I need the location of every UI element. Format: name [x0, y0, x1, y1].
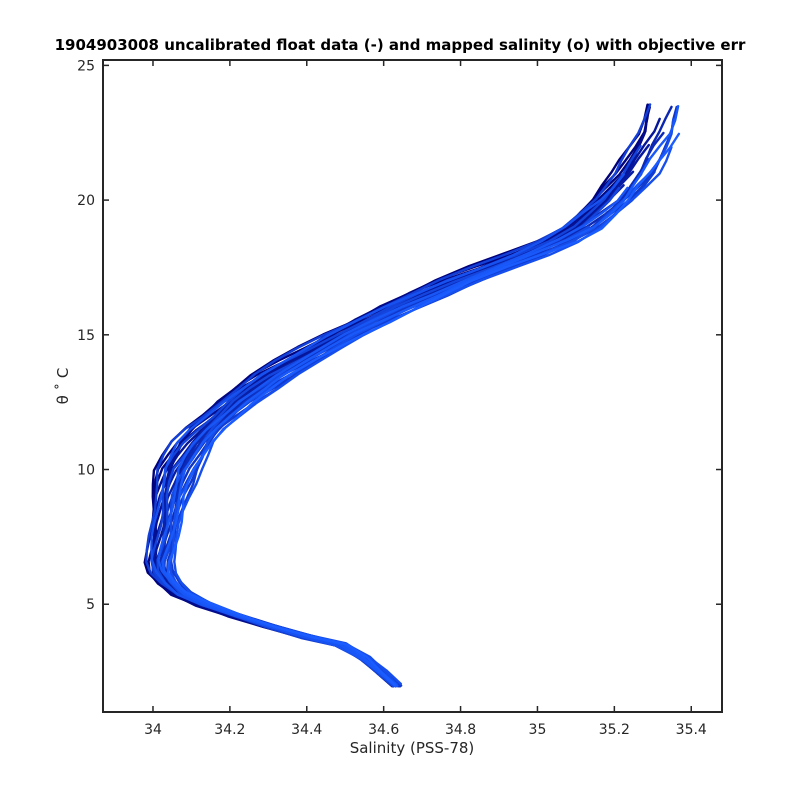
profile-lines-group — [143, 103, 681, 688]
profile-line — [161, 104, 680, 688]
chart-title: 1904903008 uncalibrated float data (-) a… — [55, 36, 746, 54]
y-axis-label: θ ˚ C — [54, 368, 72, 405]
x-axis-ticks: 34 34.2 34.4 34.6 34.8 35 35.2 35.4 — [144, 60, 707, 738]
x-tick-label: 34 — [144, 722, 162, 738]
y-tick-label: 20 — [77, 193, 95, 209]
x-tick-label: 35 — [529, 722, 547, 738]
profile-line — [161, 184, 625, 686]
y-axis-ticks: 5 10 15 20 25 — [77, 58, 722, 613]
x-tick-label: 34.8 — [445, 722, 476, 738]
x-tick-label: 34.6 — [368, 722, 399, 738]
profile-line — [143, 103, 649, 687]
y-tick-label: 25 — [77, 58, 95, 74]
profile-line — [147, 103, 651, 685]
y-tick-label: 5 — [86, 597, 95, 613]
x-tick-label: 34.4 — [291, 722, 322, 738]
x-tick-label: 35.2 — [599, 722, 630, 738]
profile-line — [145, 103, 652, 686]
x-tick-label: 34.2 — [214, 722, 245, 738]
profile-line — [168, 170, 656, 687]
x-tick-label: 35.4 — [676, 722, 707, 738]
y-tick-label: 15 — [77, 328, 95, 344]
y-tick-label: 10 — [77, 463, 95, 479]
axes-frame — [102, 59, 723, 713]
profile-line — [166, 132, 681, 687]
x-axis-label: Salinity (PSS-78) — [350, 739, 475, 757]
